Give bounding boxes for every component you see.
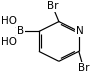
- Text: HO: HO: [1, 37, 17, 47]
- Text: Br: Br: [47, 1, 58, 11]
- Text: Br: Br: [78, 63, 90, 73]
- Text: N: N: [76, 26, 84, 36]
- Text: B: B: [17, 26, 24, 36]
- Text: HO: HO: [1, 16, 17, 26]
